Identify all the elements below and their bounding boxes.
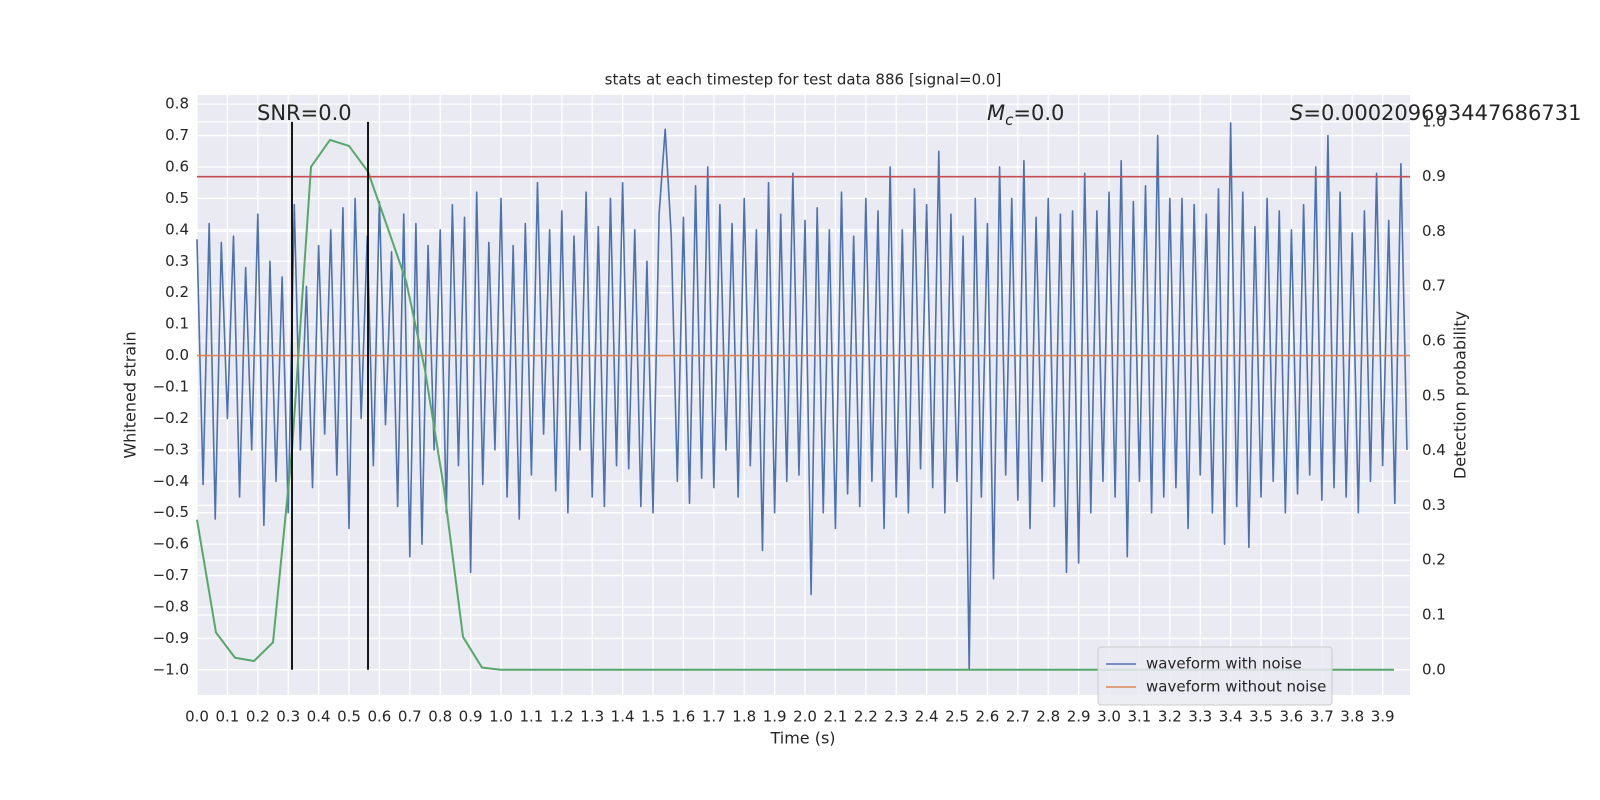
x-tick-label: 0.8 bbox=[428, 708, 452, 726]
y2-tick-label: 0.0 bbox=[1422, 660, 1446, 678]
y-tick-label: −0.3 bbox=[153, 440, 189, 458]
x-tick-label: 3.2 bbox=[1158, 708, 1182, 726]
y2-tick-label: 0.7 bbox=[1422, 277, 1446, 295]
y-tick-label: 0.3 bbox=[165, 252, 189, 270]
x-tick-label: 3.6 bbox=[1280, 708, 1304, 726]
x-tick-label: 2.1 bbox=[823, 708, 847, 726]
y2-tick-label: 0.4 bbox=[1422, 441, 1446, 459]
y-tick-label: 0.1 bbox=[165, 315, 189, 333]
y2-tick-label: 0.6 bbox=[1422, 332, 1446, 350]
x-tick-label: 2.0 bbox=[793, 708, 817, 726]
x-tick-label: 3.7 bbox=[1310, 708, 1334, 726]
x-tick-label: 0.1 bbox=[215, 708, 239, 726]
y2-tick-label: 0.8 bbox=[1422, 222, 1446, 240]
y-axis-label: Whitened strain bbox=[121, 331, 140, 458]
y-tick-label: 0.5 bbox=[165, 189, 189, 207]
x-tick-label: 3.1 bbox=[1128, 708, 1152, 726]
x-tick-label: 1.0 bbox=[489, 708, 513, 726]
legend-label: waveform with noise bbox=[1146, 655, 1302, 673]
annotation-symbol: S bbox=[1290, 101, 1303, 125]
x-tick-label: 0.4 bbox=[307, 708, 331, 726]
x-tick-label: 1.2 bbox=[550, 708, 574, 726]
x-tick-label: 1.8 bbox=[732, 708, 756, 726]
y2-tick-label: 0.2 bbox=[1422, 551, 1446, 569]
y2-tick-label: 0.5 bbox=[1422, 386, 1446, 404]
y-tick-label: 0.2 bbox=[165, 283, 189, 301]
y-tick-label: −0.4 bbox=[153, 472, 189, 490]
y2-tick-label: 1.0 bbox=[1422, 112, 1446, 130]
y-tick-label: −0.6 bbox=[153, 535, 189, 553]
x-tick-label: 2.8 bbox=[1036, 708, 1060, 726]
x-tick-label: 3.9 bbox=[1371, 708, 1395, 726]
series-line bbox=[196, 122, 1408, 671]
annotation: Mc=0.0 bbox=[987, 101, 1064, 129]
x-tick-label: 1.3 bbox=[580, 708, 604, 726]
x-tick-label: 1.4 bbox=[611, 708, 635, 726]
x-tick-label: 3.3 bbox=[1188, 708, 1212, 726]
y-tick-label: −0.9 bbox=[153, 629, 189, 647]
y-tick-label: −0.1 bbox=[153, 377, 189, 395]
x-tick-label: 3.8 bbox=[1340, 708, 1364, 726]
y-tick-label: 0.0 bbox=[165, 346, 189, 364]
annotation: S=0.000209693447686731 bbox=[1290, 101, 1581, 125]
annotation-text: SNR=0.0 bbox=[257, 101, 352, 125]
x-tick-label: 1.9 bbox=[763, 708, 787, 726]
y-tick-label: −0.7 bbox=[153, 566, 189, 584]
x-tick-label: 3.0 bbox=[1097, 708, 1121, 726]
x-tick-label: 2.2 bbox=[854, 708, 878, 726]
annotation-subscript: c bbox=[1005, 111, 1014, 129]
x-tick-label: 2.9 bbox=[1067, 708, 1091, 726]
y2-tick-label: 0.3 bbox=[1422, 496, 1446, 514]
y2-tick-label: 0.9 bbox=[1422, 167, 1446, 185]
legend-box bbox=[1097, 646, 1333, 706]
x-tick-label: 0.7 bbox=[398, 708, 422, 726]
x-axis-label: Time (s) bbox=[769, 729, 835, 748]
x-tick-label: 2.5 bbox=[945, 708, 969, 726]
x-tick-label: 3.5 bbox=[1249, 708, 1273, 726]
plot-area bbox=[197, 95, 1410, 695]
y-tick-label: 0.6 bbox=[165, 157, 189, 175]
x-tick-label: 2.3 bbox=[884, 708, 908, 726]
x-tick-label: 1.5 bbox=[641, 708, 665, 726]
y-tick-label: −0.5 bbox=[153, 503, 189, 521]
x-tick-label: 1.1 bbox=[519, 708, 543, 726]
annotation-text: =0.000209693447686731 bbox=[1303, 101, 1581, 125]
x-tick-label: 1.7 bbox=[702, 708, 726, 726]
legend-label: waveform without noise bbox=[1146, 678, 1326, 696]
y2-axis-label: Detection probability bbox=[1451, 311, 1470, 479]
annotation-text: =0.0 bbox=[1013, 101, 1064, 125]
x-tick-label: 0.6 bbox=[367, 708, 391, 726]
y-tick-label: 0.7 bbox=[165, 126, 189, 144]
x-tick-label: 0.2 bbox=[246, 708, 270, 726]
y-tick-label: −0.8 bbox=[153, 597, 189, 615]
y-tick-label: −0.2 bbox=[153, 409, 189, 427]
x-tick-label: 0.3 bbox=[276, 708, 300, 726]
x-tick-label: 1.6 bbox=[671, 708, 695, 726]
x-tick-label: 3.4 bbox=[1219, 708, 1243, 726]
x-tick-label: 0.5 bbox=[337, 708, 361, 726]
x-tick-label: 2.4 bbox=[915, 708, 939, 726]
x-tick-label: 0.9 bbox=[459, 708, 483, 726]
chart-title: stats at each timestep for test data 886… bbox=[605, 71, 1002, 89]
y-tick-label: −1.0 bbox=[153, 660, 189, 678]
y-tick-label: 0.4 bbox=[165, 220, 189, 238]
x-tick-label: 0.0 bbox=[185, 708, 209, 726]
annotation: SNR=0.0 bbox=[257, 101, 352, 125]
x-tick-label: 2.7 bbox=[1006, 708, 1030, 726]
y2-tick-label: 0.1 bbox=[1422, 606, 1446, 624]
x-tick-label: 2.6 bbox=[975, 708, 999, 726]
annotation-symbol: M bbox=[987, 101, 1005, 125]
y-tick-label: 0.8 bbox=[165, 95, 189, 113]
